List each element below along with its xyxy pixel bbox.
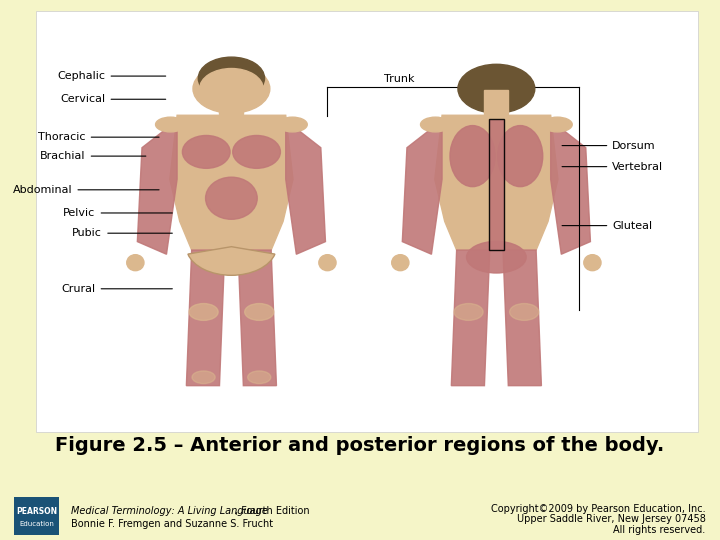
- FancyBboxPatch shape: [36, 11, 698, 432]
- Text: Thoracic: Thoracic: [38, 132, 159, 142]
- Circle shape: [458, 64, 535, 113]
- Circle shape: [198, 57, 264, 99]
- Wedge shape: [188, 247, 275, 275]
- Text: Dorsum: Dorsum: [562, 140, 656, 151]
- Text: , Fourth Edition: , Fourth Edition: [235, 506, 310, 516]
- Ellipse shape: [319, 255, 336, 271]
- Text: Cephalic: Cephalic: [58, 71, 166, 81]
- Polygon shape: [186, 250, 225, 386]
- Circle shape: [193, 64, 270, 113]
- Text: Pelvic: Pelvic: [63, 208, 172, 218]
- Ellipse shape: [189, 303, 218, 320]
- Ellipse shape: [192, 371, 215, 383]
- Text: Trunk: Trunk: [384, 74, 414, 84]
- Polygon shape: [286, 120, 325, 254]
- Text: Brachial: Brachial: [40, 151, 146, 161]
- Polygon shape: [238, 250, 276, 386]
- Text: Gluteal: Gluteal: [562, 221, 652, 231]
- Ellipse shape: [182, 136, 230, 168]
- Ellipse shape: [420, 117, 450, 132]
- Polygon shape: [170, 115, 293, 250]
- Text: Upper Saddle River, New Jersey 07458: Upper Saddle River, New Jersey 07458: [517, 515, 706, 524]
- Text: Figure 2.5 – Anterior and posterior regions of the body.: Figure 2.5 – Anterior and posterior regi…: [55, 436, 665, 455]
- Polygon shape: [402, 120, 442, 254]
- Polygon shape: [503, 250, 541, 386]
- Text: Bonnie F. Fremgen and Suzanne S. Frucht: Bonnie F. Fremgen and Suzanne S. Frucht: [71, 519, 273, 529]
- Ellipse shape: [510, 303, 539, 320]
- FancyBboxPatch shape: [489, 119, 504, 250]
- Text: Abdominal: Abdominal: [13, 185, 159, 195]
- Ellipse shape: [450, 126, 495, 187]
- Ellipse shape: [454, 303, 483, 320]
- Ellipse shape: [206, 177, 257, 219]
- Ellipse shape: [584, 255, 601, 271]
- Ellipse shape: [542, 117, 572, 132]
- Text: Medical Terminology: A Living Language: Medical Terminology: A Living Language: [71, 506, 267, 516]
- Ellipse shape: [245, 303, 274, 320]
- Text: Vertebral: Vertebral: [562, 161, 663, 172]
- Ellipse shape: [248, 371, 271, 383]
- Text: PEARSON: PEARSON: [16, 508, 58, 516]
- Ellipse shape: [127, 255, 144, 271]
- Polygon shape: [451, 250, 490, 386]
- Text: All rights reserved.: All rights reserved.: [613, 525, 706, 535]
- Circle shape: [199, 69, 264, 109]
- Ellipse shape: [233, 136, 280, 168]
- FancyBboxPatch shape: [14, 497, 59, 535]
- Text: Copyright©2009 by Pearson Education, Inc.: Copyright©2009 by Pearson Education, Inc…: [491, 504, 706, 514]
- Ellipse shape: [467, 241, 526, 273]
- FancyBboxPatch shape: [485, 90, 508, 114]
- Polygon shape: [551, 120, 590, 254]
- Ellipse shape: [156, 117, 185, 132]
- FancyBboxPatch shape: [220, 90, 243, 114]
- Text: Cervical: Cervical: [60, 94, 166, 104]
- Polygon shape: [435, 115, 558, 250]
- Ellipse shape: [277, 117, 307, 132]
- Text: Pubic: Pubic: [73, 228, 172, 238]
- Text: Education: Education: [19, 521, 54, 527]
- Ellipse shape: [498, 126, 543, 187]
- Ellipse shape: [392, 255, 409, 271]
- Polygon shape: [138, 120, 177, 254]
- Text: Crural: Crural: [61, 284, 172, 294]
